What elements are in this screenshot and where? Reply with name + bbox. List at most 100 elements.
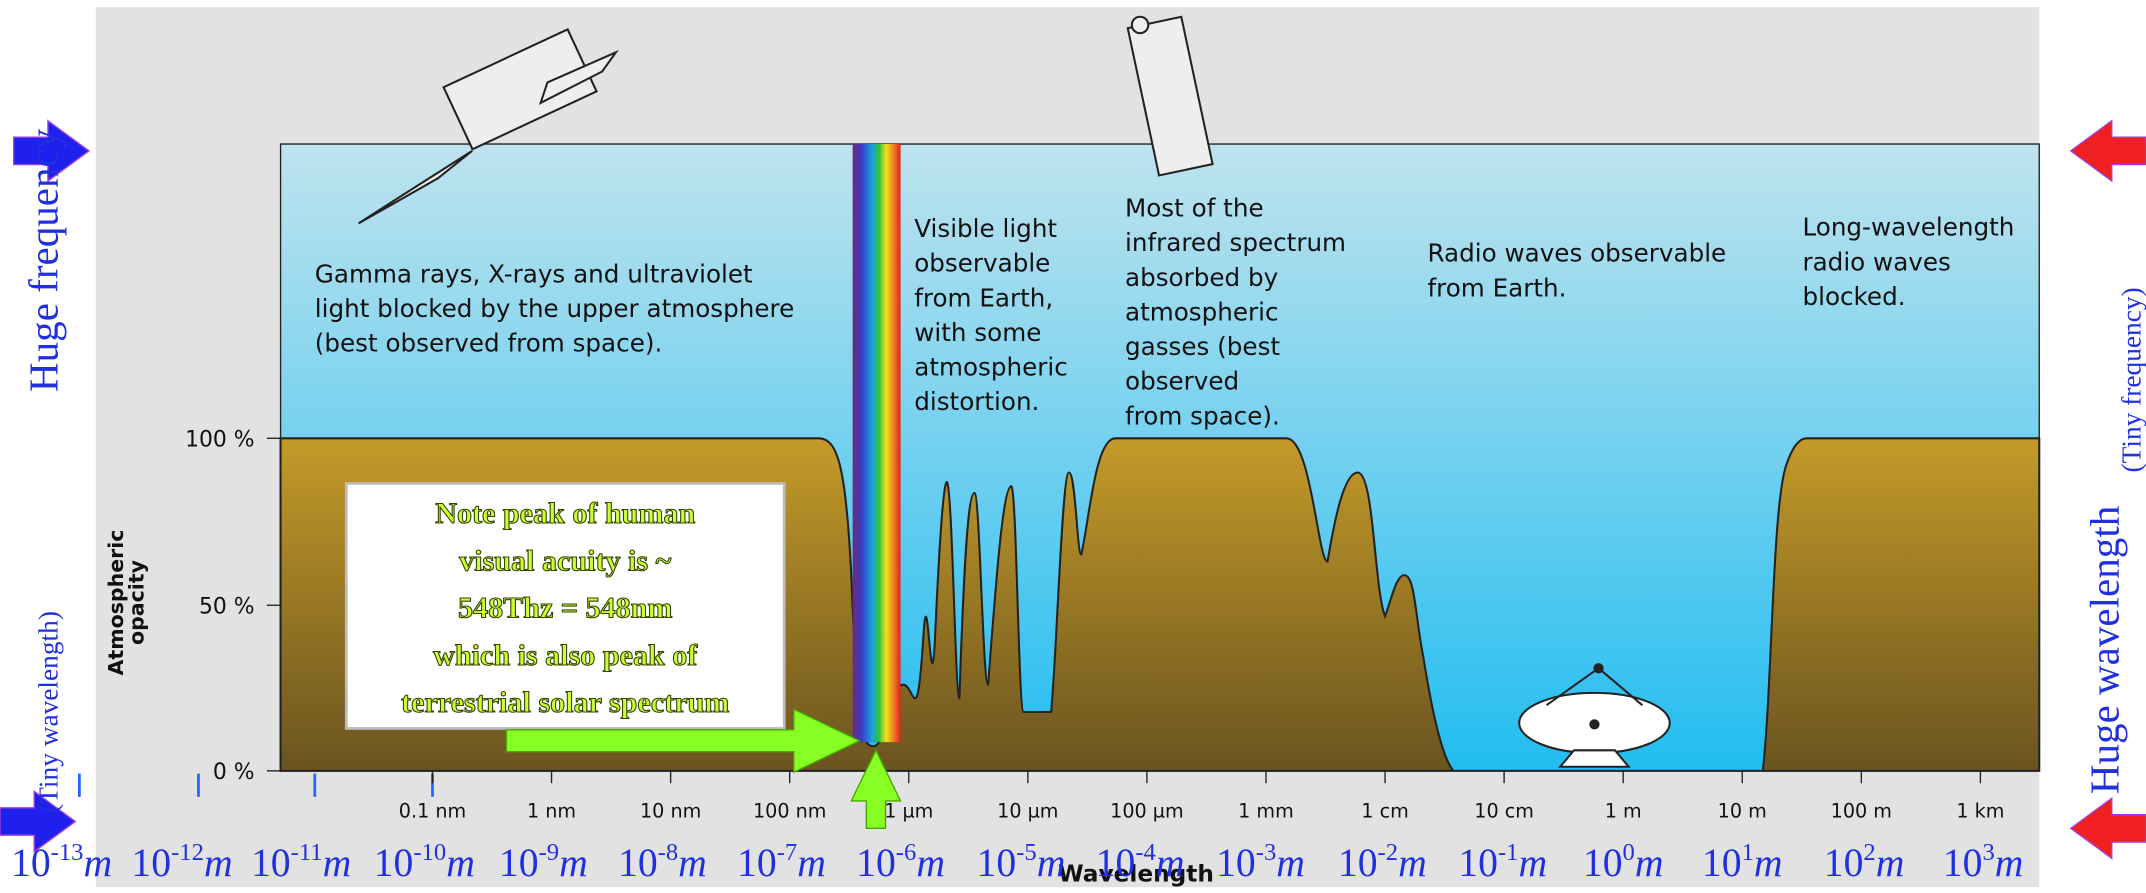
- power-exponent: -4: [1135, 839, 1156, 866]
- annotation-line: Visible light: [914, 214, 1057, 243]
- power-exponent: -7: [777, 839, 798, 866]
- x-tick-label: 1 km: [1956, 799, 2004, 822]
- power-unit: m: [323, 841, 352, 885]
- annotation-line: gasses (best: [1125, 332, 1280, 361]
- power-unit: m: [559, 841, 588, 885]
- note-line: Note peak of human: [435, 496, 695, 530]
- power-base: 10: [977, 841, 1017, 885]
- power-base: 10: [1458, 841, 1498, 885]
- x-tick-label: 100 nm: [753, 799, 826, 822]
- power-exponent: 1: [1742, 839, 1754, 866]
- power-unit: m: [1635, 841, 1664, 885]
- left-side-label: (Tiny wavelength) Huge frequency: [20, 128, 66, 813]
- power-exponent: 0: [1623, 839, 1635, 866]
- y-axis-label-line: opacity: [125, 560, 149, 645]
- power-base: 10: [856, 841, 896, 885]
- diagram: Note peak of human visual acuity is ~ 548T…: [0, 0, 2146, 893]
- annotation-line: from Earth,: [914, 283, 1053, 312]
- x-tick-label: 10 cm: [1474, 799, 1534, 822]
- power-base: 10: [374, 841, 414, 885]
- x-tick-label: 10 nm: [640, 799, 701, 822]
- y-tick-label: 50 %: [199, 594, 255, 619]
- annotation-line: light blocked by the upper atmosphere: [315, 294, 794, 323]
- power-base: 10: [1943, 841, 1983, 885]
- annotation-line: distortion.: [914, 387, 1039, 416]
- power-exponent: -5: [1016, 839, 1037, 866]
- annotation-line: from space).: [1125, 401, 1280, 430]
- annotation-line: Gamma rays, X-rays and ultraviolet: [315, 259, 753, 288]
- power-base: 10: [251, 841, 291, 885]
- power-exponent: -3: [1256, 839, 1277, 866]
- power-exponent: -13: [51, 839, 84, 866]
- x-tick-label: 0.1 nm: [399, 799, 466, 822]
- power-unit: m: [916, 841, 945, 885]
- x-tick-label: 1 µm: [884, 799, 933, 822]
- x-tick-label: 1 cm: [1361, 799, 1408, 822]
- power-exponent: -9: [539, 839, 560, 866]
- annotation-line: radio waves: [1802, 247, 1950, 276]
- right-small: (Tiny frequency): [2117, 287, 2146, 472]
- right-side-label: Huge wavelength (Tiny frequency): [2082, 287, 2146, 794]
- annotation-line: absorbed by: [1125, 263, 1278, 292]
- power-unit: m: [1156, 841, 1185, 885]
- left-small: (Tiny wavelength): [33, 611, 63, 813]
- power-label: 10-13m: [11, 839, 112, 885]
- power-base: 10: [618, 841, 658, 885]
- power-unit: m: [446, 841, 475, 885]
- x-tick-label: 100 µm: [1110, 799, 1184, 822]
- power-unit: m: [797, 841, 826, 885]
- visible-spectrum: [853, 144, 901, 742]
- x-tick-label: 10 m: [1718, 799, 1767, 822]
- left-large: Huge frequency: [20, 128, 66, 392]
- power-unit: m: [1754, 841, 1783, 885]
- annotation-line: infrared spectrum: [1125, 228, 1346, 257]
- annotation-line: from Earth.: [1427, 273, 1566, 302]
- power-exponent: -6: [896, 839, 917, 866]
- power-unit: m: [1276, 841, 1305, 885]
- annotation-line: atmospheric: [1125, 297, 1279, 326]
- power-base: 10: [1216, 841, 1256, 885]
- power-base: 10: [1583, 841, 1623, 885]
- x-tick-label: 1 m: [1605, 799, 1642, 822]
- power-exponent: 3: [1982, 839, 1994, 866]
- power-unit: m: [678, 841, 707, 885]
- power-base: 10: [737, 841, 777, 885]
- annotation-line: Radio waves observable: [1427, 239, 1726, 268]
- annotation-line: observed: [1125, 367, 1239, 396]
- note-line: visual acuity is ~: [459, 543, 671, 577]
- power-exponent: -10: [413, 839, 446, 866]
- note-line: terrestrial solar spectrum: [401, 685, 729, 719]
- power-unit: m: [1519, 841, 1548, 885]
- note-line: 548Thz = 548nm: [458, 591, 672, 625]
- power-base: 10: [1824, 841, 1864, 885]
- x-tick-label: 1 nm: [527, 799, 576, 822]
- annotation-line: atmospheric: [914, 353, 1068, 382]
- y-tick-label: 100 %: [185, 427, 255, 452]
- power-base: 10: [499, 841, 539, 885]
- annotation-line: blocked.: [1802, 282, 1905, 311]
- power-base: 10: [1096, 841, 1136, 885]
- annotation-line: Most of the: [1125, 194, 1264, 223]
- power-exponent: -8: [658, 839, 679, 866]
- power-base: 10: [11, 841, 51, 885]
- power-unit: m: [1995, 841, 2024, 885]
- annotation-line: observable: [914, 249, 1050, 278]
- power-unit: m: [1876, 841, 1905, 885]
- annotation-line: Long-wavelength: [1802, 213, 2014, 242]
- annotation-line: with some: [914, 318, 1041, 347]
- power-exponent: -12: [171, 839, 204, 866]
- power-exponent: -1: [1498, 839, 1519, 866]
- power-unit: m: [204, 841, 233, 885]
- power-unit: m: [1037, 841, 1066, 885]
- power-unit: m: [84, 841, 113, 885]
- power-base: 10: [1338, 841, 1378, 885]
- right-large: Huge wavelength: [2082, 506, 2128, 794]
- power-exponent: -2: [1378, 839, 1399, 866]
- y-tick-label: 0 %: [213, 760, 255, 785]
- x-tick-label: 10 µm: [997, 799, 1058, 822]
- annotation-line: (best observed from space).: [315, 329, 663, 358]
- power-base: 10: [1702, 841, 1742, 885]
- power-exponent: 2: [1863, 839, 1875, 866]
- power-unit: m: [1398, 841, 1427, 885]
- x-tick-label: 100 m: [1831, 799, 1892, 822]
